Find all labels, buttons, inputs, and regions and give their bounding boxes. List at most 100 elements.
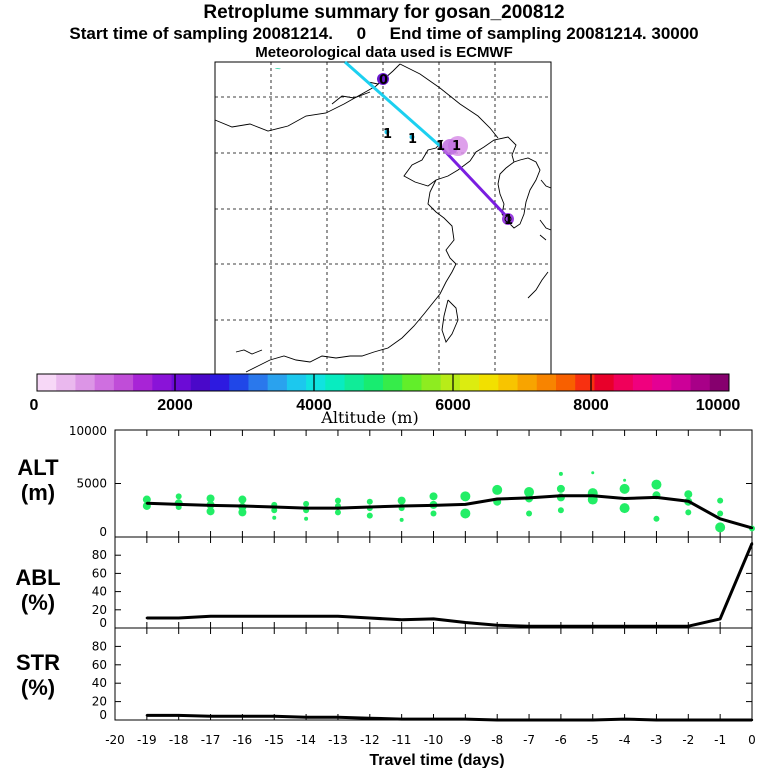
alt-scatter-point — [591, 471, 595, 475]
x-tick-label: -9 — [459, 733, 471, 747]
alt-scatter-point — [717, 510, 724, 517]
alt-scatter-point — [715, 522, 726, 533]
colorbar-frame — [36, 373, 730, 392]
abl-data-point — [177, 616, 180, 620]
plume-blob — [442, 139, 458, 155]
x-tick-label: -4 — [619, 733, 631, 747]
colorbar-tick: 6000 — [435, 397, 471, 414]
abl-data-point — [750, 542, 754, 545]
station-marker-label: 1 — [504, 213, 513, 228]
plume-trajectory: ~ — [275, 60, 514, 225]
colorbar-tick: 0 — [30, 397, 39, 414]
alt-scatter-point — [334, 509, 341, 516]
alt-data-point — [177, 503, 180, 506]
alt-scatter-point — [623, 478, 627, 482]
str-panel-unit: (%) — [21, 675, 55, 700]
abl-data-point — [273, 614, 276, 618]
alt-ytick-label: 5000 — [76, 477, 107, 491]
abl-data-point — [559, 624, 563, 628]
alt-scatter-point — [206, 507, 215, 516]
abl-data-point — [304, 614, 308, 618]
colorbar-swatch — [517, 374, 538, 391]
abl-panel-unit: (%) — [21, 590, 55, 615]
alt-data-point — [559, 494, 563, 498]
abl-ytick-label: 40 — [92, 585, 107, 599]
x-tick-label: -19 — [137, 733, 157, 747]
colorbar-swatch — [325, 374, 346, 391]
abl-data-point — [655, 624, 658, 628]
colorbar-swatch — [229, 374, 249, 391]
alt-scatter-point — [556, 484, 565, 493]
source-marker-label: 0 — [379, 73, 388, 88]
colorbar-swatch — [94, 374, 115, 391]
alt-scatter-point — [651, 479, 662, 490]
alt-scatter-point — [619, 483, 630, 494]
str-data-point — [368, 716, 371, 720]
alt-data-point — [368, 505, 371, 509]
abl-data-point — [368, 616, 371, 620]
map-panel: ~ 0 1 1 1 1 1 — [214, 60, 552, 375]
str-data-point — [718, 718, 722, 722]
x-tick-label: -6 — [555, 733, 567, 747]
alt-scatter-point — [142, 495, 151, 504]
colorbar-swatch — [37, 374, 57, 391]
str-data-point — [527, 718, 531, 722]
abl-data-point — [496, 624, 499, 627]
str-ytick-label: 60 — [92, 658, 107, 672]
alt-data-point — [496, 497, 499, 501]
map-gridlines — [215, 62, 551, 374]
met-data-line: Meteorological data used is ECMWF — [255, 44, 513, 61]
release-point — [502, 213, 514, 225]
str-data-point — [336, 716, 340, 719]
colorbar-swatch — [344, 374, 365, 391]
abl-data-point — [527, 624, 531, 628]
alt-data-point — [304, 506, 308, 510]
alt-scatter-point — [304, 516, 309, 521]
colorbar-swatch — [152, 374, 173, 391]
colorbar-swatch — [286, 374, 307, 391]
colorbar-swatch — [133, 374, 153, 391]
abl-data-point — [209, 614, 212, 618]
str-data-point — [273, 715, 276, 718]
str-data-point — [623, 717, 626, 721]
abl-data-point — [591, 624, 594, 628]
colorbar-swatch — [709, 374, 730, 391]
alt-ytick-label: 10000 — [69, 424, 107, 438]
colorbar-swatch — [613, 374, 634, 391]
colorbar-swatch — [556, 374, 576, 391]
alt-data-point — [432, 504, 435, 507]
alt-scatter-point — [206, 494, 215, 503]
str-series-line — [146, 713, 752, 722]
colorbar-ticks: 0 2000 4000 6000 8000 10000 — [30, 397, 741, 414]
plume-label: 1 — [383, 127, 392, 142]
colorbar-swatch — [306, 374, 326, 391]
abl-data-point — [718, 617, 722, 621]
colorbar-swatch — [383, 374, 403, 391]
alt-data-point — [209, 504, 212, 507]
str-data-point — [432, 717, 435, 721]
x-tick-label: -3 — [650, 733, 662, 747]
str-data-point — [209, 715, 212, 718]
plume-label: 1 — [452, 139, 461, 154]
x-tick-label: -13 — [328, 733, 348, 747]
x-tick-label: -12 — [360, 733, 380, 747]
str-data-point — [655, 718, 658, 722]
abl-data-point — [464, 621, 467, 624]
str-data-point — [400, 717, 403, 721]
alt-scatter-point — [460, 508, 471, 519]
str-ytick-label: 40 — [92, 676, 107, 690]
abl-data-point — [400, 618, 403, 622]
abl-series-line — [146, 542, 754, 628]
alt-scatter-point — [653, 515, 660, 522]
alt-data-point — [527, 496, 531, 500]
x-tick-label: -17 — [201, 733, 221, 747]
alt-scatter-point — [399, 517, 404, 522]
str-data-point — [496, 718, 499, 722]
colorbar-swatch — [210, 374, 230, 391]
colorbar-tick: 8000 — [573, 397, 609, 414]
colorbar-swatch — [459, 374, 480, 391]
str-data-point — [559, 718, 563, 722]
colorbar-swatch — [56, 374, 76, 391]
colorbar-swatch — [479, 374, 499, 391]
alt-scatter-point — [684, 490, 693, 499]
